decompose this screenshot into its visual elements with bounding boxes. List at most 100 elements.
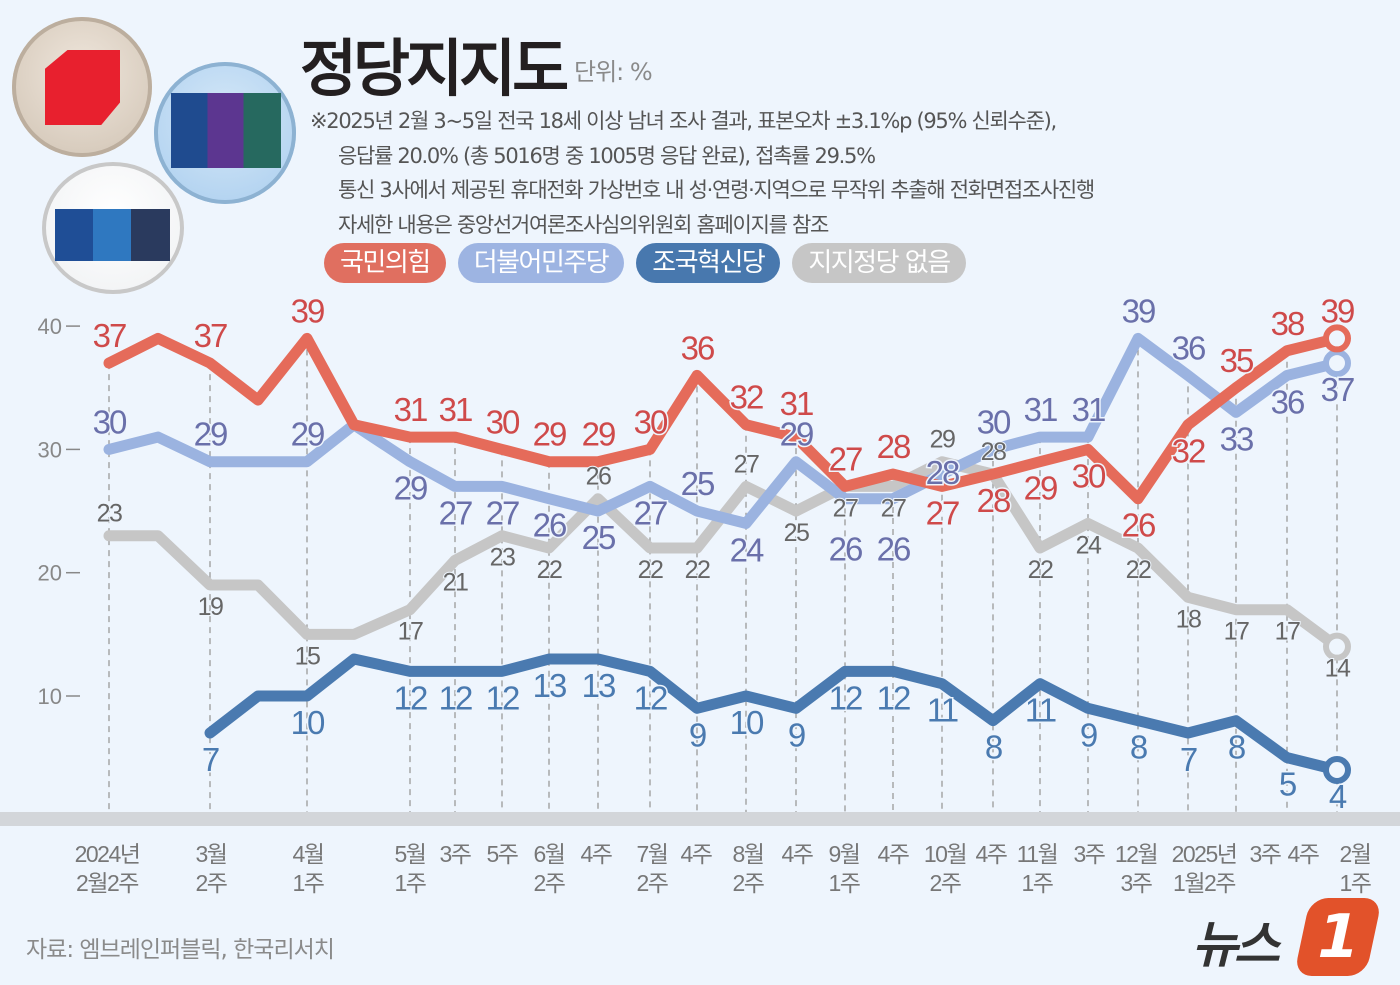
legend: 국민의힘 더불어민주당 조국혁신당 지지정당 없음 <box>324 243 966 283</box>
x-tick-label: 3주 <box>440 841 471 867</box>
data-label-none: 27 <box>881 494 906 522</box>
data-label-dp: 31 <box>1072 391 1105 428</box>
data-label-dp: 26 <box>829 531 862 568</box>
data-label-rebuilding: 4 <box>1329 778 1347 815</box>
x-tick-label: 3주 <box>1074 841 1105 867</box>
data-label-rebuilding: 8 <box>1130 729 1147 766</box>
x-tick-label: 2월 <box>1340 841 1371 867</box>
ppp-logo-icon <box>45 50 120 125</box>
series-line-rebuilding <box>204 653 1343 776</box>
data-label-dp: 28 <box>926 454 959 491</box>
data-label-ppp: 28 <box>877 428 910 465</box>
data-label-none: 26 <box>586 463 611 491</box>
data-label-none: 14 <box>1325 655 1351 683</box>
data-label-ppp: 28 <box>977 482 1010 519</box>
rebuilding-logo-icon <box>55 209 170 261</box>
data-label-ppp: 27 <box>926 494 959 531</box>
legend-ppp: 국민의힘 <box>324 243 446 283</box>
data-label-none: 29 <box>930 426 955 454</box>
x-tick-label: 1주 <box>1022 870 1053 896</box>
data-label-none: 27 <box>833 494 858 522</box>
x-tick-label: 2주 <box>196 870 227 896</box>
data-label-none: 17 <box>1224 618 1249 646</box>
x-tick-label: 4주 <box>681 841 712 867</box>
data-label-rebuilding: 12 <box>829 679 862 716</box>
data-label-rebuilding: 9 <box>689 716 706 753</box>
data-label-ppp: 29 <box>533 416 566 453</box>
data-label-dp: 29 <box>394 470 427 507</box>
legend-none: 지지정당 없음 <box>792 243 966 283</box>
data-label-ppp: 27 <box>829 440 862 477</box>
ppp-logo-badge <box>12 17 152 157</box>
x-tick-label: 1주 <box>829 870 860 896</box>
data-label-dp: 30 <box>93 403 127 440</box>
news1-logo-text: 뉴스 <box>1192 916 1280 974</box>
series-line-dp <box>103 332 1343 529</box>
data-label-ppp: 38 <box>1271 305 1304 342</box>
data-label-dp: 29 <box>291 416 324 453</box>
data-label-dp: 24 <box>730 531 764 568</box>
x-tick-label: 12월 <box>1115 841 1157 867</box>
x-tick-label: 3주 <box>1121 870 1152 896</box>
data-label-rebuilding: 9 <box>788 716 805 753</box>
x-tick-label: 2024년 <box>75 841 140 867</box>
data-label-rebuilding: 10 <box>730 704 764 741</box>
data-label-dp: 25 <box>681 465 714 502</box>
data-label-none: 28 <box>981 438 1006 466</box>
data-label-rebuilding: 10 <box>291 704 325 741</box>
data-label-rebuilding: 12 <box>439 679 472 716</box>
data-label-dp: 29 <box>780 416 813 453</box>
data-label-dp: 26 <box>877 531 910 568</box>
data-label-none: 23 <box>490 544 515 572</box>
y-tick-label: 30 <box>38 437 62 462</box>
x-tick-label: 4주 <box>581 841 612 867</box>
data-label-dp: 39 <box>1122 292 1155 329</box>
data-label-rebuilding: 12 <box>634 679 667 716</box>
data-label-rebuilding: 9 <box>1080 716 1097 753</box>
data-label-ppp: 29 <box>582 416 615 453</box>
x-tick-label: 3월 <box>196 841 227 867</box>
x-tick-label: 1주 <box>395 870 426 896</box>
data-label-none: 21 <box>443 568 468 596</box>
data-label-dp: 25 <box>582 519 615 556</box>
data-label-none: 24 <box>1076 531 1102 559</box>
data-label-rebuilding: 12 <box>877 679 910 716</box>
data-label-none: 15 <box>295 642 320 670</box>
x-tick-label: 1월2주 <box>1173 870 1235 896</box>
data-label-none: 22 <box>1028 556 1053 584</box>
x-axis-band <box>0 812 1400 826</box>
x-tick-label: 4월 <box>293 841 324 867</box>
x-tick-label: 4주 <box>976 841 1007 867</box>
data-label-rebuilding: 7 <box>1180 741 1197 778</box>
x-tick-label: 4주 <box>782 841 813 867</box>
data-label-none: 22 <box>685 556 710 584</box>
data-label-dp: 29 <box>194 416 227 453</box>
x-tick-label: 2주 <box>733 870 764 896</box>
data-label-ppp: 32 <box>730 379 763 416</box>
data-label-ppp: 36 <box>681 329 714 366</box>
data-label-rebuilding: 8 <box>1228 729 1245 766</box>
x-tick-label: 2주 <box>930 870 961 896</box>
data-label-rebuilding: 11 <box>1025 692 1056 729</box>
data-label-none: 17 <box>1275 618 1300 646</box>
data-label-dp: 36 <box>1271 383 1304 420</box>
unit-label: 단위: % <box>574 58 653 86</box>
dp-logo-icon <box>171 93 281 168</box>
data-label-rebuilding: 11 <box>927 692 958 729</box>
y-tick-label: 40 <box>38 314 62 339</box>
x-tick-label: 4주 <box>878 841 909 867</box>
note-line: 자세한 내용은 중앙선거여론조사심의위원회 홈페이지를 참조 <box>338 212 829 237</box>
x-tick-label: 11월 <box>1017 841 1058 867</box>
data-label-rebuilding: 8 <box>985 729 1002 766</box>
data-label-ppp: 37 <box>93 317 126 354</box>
x-tick-label: 3주 <box>1250 841 1281 867</box>
data-label-rebuilding: 5 <box>1279 766 1296 803</box>
data-label-ppp: 30 <box>634 403 668 440</box>
data-label-none: 27 <box>734 450 759 478</box>
series-endpoint-rebuilding <box>1323 755 1351 784</box>
data-label-ppp: 37 <box>194 317 227 354</box>
data-label-ppp: 35 <box>1220 342 1253 379</box>
x-tick-label: 2주 <box>637 870 668 896</box>
note-line: 통신 3사에서 제공된 휴대전화 가상번호 내 성·연령·지역으로 무작위 추출… <box>338 178 1095 202</box>
